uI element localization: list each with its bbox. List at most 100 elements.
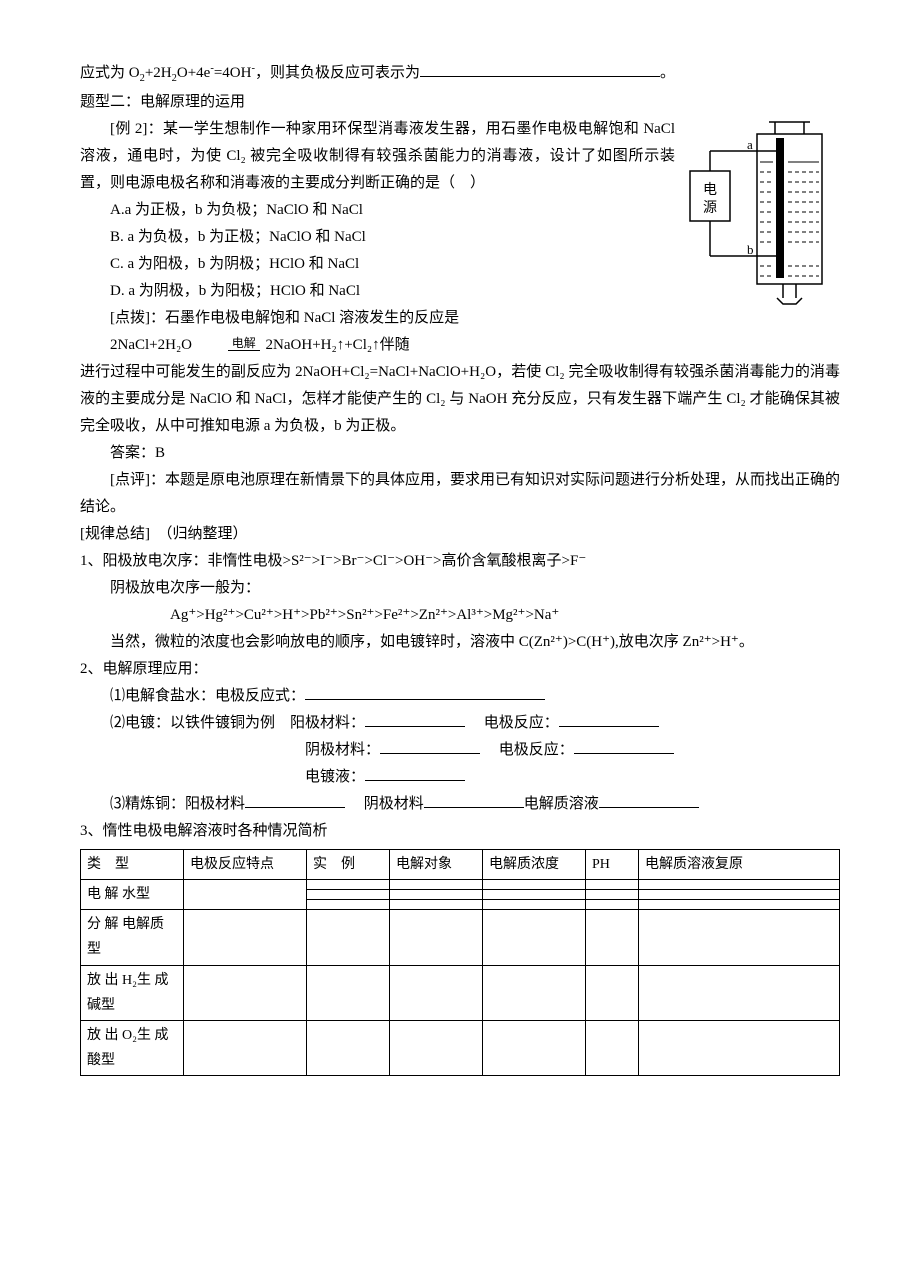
- terminal-a-label: a: [747, 137, 753, 152]
- label: 阴极材料: [364, 796, 424, 812]
- label: 电镀液：: [305, 769, 365, 785]
- fill-blank[interactable]: [424, 792, 524, 808]
- apparatus-diagram: 电 源 a b: [685, 116, 840, 316]
- topic-heading: 题型二：电解原理的运用: [80, 89, 840, 116]
- fill-blank[interactable]: [559, 711, 659, 727]
- text: O+4e: [177, 65, 210, 81]
- cell[interactable]: [307, 1021, 390, 1076]
- cell[interactable]: [184, 1021, 307, 1076]
- table-row: 分 解 电解质型: [81, 910, 840, 965]
- cell[interactable]: [639, 900, 840, 910]
- cell[interactable]: [307, 880, 390, 890]
- rule-3: 3、惰性电极电解溶液时各种情况简析: [80, 818, 840, 845]
- rule-2-2c: 电镀液：: [80, 764, 840, 791]
- comment-line: [点评]：本题是原电池原理在新情景下的具体应用，要求用已有知识对实际问题进行分析…: [80, 467, 840, 521]
- text: 。: [660, 65, 675, 81]
- cell[interactable]: [639, 890, 840, 900]
- cell[interactable]: [390, 900, 483, 910]
- fill-blank[interactable]: [599, 792, 699, 808]
- eq-left: 2NaCl+2H₂O: [110, 337, 192, 353]
- th-restore: 电解质溶液复原: [639, 849, 840, 879]
- label: ⑴电解食盐水：电极反应式：: [110, 688, 305, 704]
- cell[interactable]: [483, 1021, 586, 1076]
- fill-blank[interactable]: [305, 684, 545, 700]
- cell[interactable]: [184, 880, 307, 910]
- power-label-line2: 源: [703, 200, 717, 216]
- cell[interactable]: [586, 890, 639, 900]
- answer-line: 答案：B: [80, 440, 840, 467]
- rule-2-2b: 阴极材料： 电极反应：: [80, 737, 840, 764]
- rule-1c: Ag⁺>Hg²⁺>Cu²⁺>H⁺>Pb²⁺>Sn²⁺>Fe²⁺>Zn²⁺>Al³…: [80, 602, 840, 629]
- eq-right: 2NaOH+H₂↑+Cl₂↑伴随: [266, 337, 410, 353]
- rule-1b: 阴极放电次序一般为：: [80, 575, 840, 602]
- rule-2-3: ⑶精炼铜：阳极材料 阴极材料 电解质溶液: [80, 791, 840, 818]
- cell[interactable]: [390, 1021, 483, 1076]
- fill-blank[interactable]: [574, 738, 674, 754]
- fill-blank[interactable]: [365, 765, 465, 781]
- cell[interactable]: [483, 965, 586, 1020]
- th-object: 电解对象: [390, 849, 483, 879]
- power-label-line1: 电: [703, 182, 717, 198]
- rule-1d: 当然，微粒的浓度也会影响放电的顺序，如电镀锌时，溶液中 C(Zn²⁺)>C(H⁺…: [80, 629, 840, 656]
- fill-blank[interactable]: [245, 792, 345, 808]
- table-header-row: 类 型 电极反应特点 实 例 电解对象 电解质浓度 PH 电解质溶液复原: [81, 849, 840, 879]
- cell[interactable]: [390, 880, 483, 890]
- cell[interactable]: [483, 900, 586, 910]
- table-row: 电 解 水型: [81, 880, 840, 890]
- electrolysis-table: 类 型 电极反应特点 实 例 电解对象 电解质浓度 PH 电解质溶液复原 电 解…: [80, 849, 840, 1077]
- cell-type: 分 解 电解质型: [81, 910, 184, 965]
- cell[interactable]: [639, 910, 840, 965]
- cell[interactable]: [307, 890, 390, 900]
- terminal-b-label: b: [747, 242, 754, 257]
- cell[interactable]: [307, 965, 390, 1020]
- th-type: 类 型: [81, 849, 184, 879]
- cell[interactable]: [390, 965, 483, 1020]
- cell[interactable]: [483, 910, 586, 965]
- fill-blank[interactable]: [420, 61, 660, 77]
- table-row: 放 出 O₂生 成 酸型: [81, 1021, 840, 1076]
- cell[interactable]: [307, 900, 390, 910]
- th-example: 实 例: [307, 849, 390, 879]
- th-feature: 电极反应特点: [184, 849, 307, 879]
- text: ，则其负极反应可表示为: [255, 65, 420, 81]
- cell-type: 放 出 O₂生 成 酸型: [81, 1021, 184, 1076]
- reaction-equation: 2NaCl+2H₂O 电解 2NaOH+H₂↑+Cl₂↑伴随: [80, 332, 840, 359]
- rule-2: 2、电解原理应用：: [80, 656, 840, 683]
- cell[interactable]: [639, 1021, 840, 1076]
- label: ⑵电镀：以铁件镀铜为例 阳极材料：: [110, 715, 365, 731]
- text: +2H: [145, 65, 172, 81]
- cell-type: 电 解 水型: [81, 880, 184, 910]
- cell[interactable]: [639, 880, 840, 890]
- cell[interactable]: [184, 910, 307, 965]
- cell[interactable]: [639, 965, 840, 1020]
- rule-2-2a: ⑵电镀：以铁件镀铜为例 阳极材料： 电极反应：: [80, 710, 840, 737]
- cell[interactable]: [586, 965, 639, 1020]
- rule-1: 1、阳极放电次序：非惰性电极>S²⁻>I⁻>Br⁻>Cl⁻>OH⁻>高价含氧酸根…: [80, 548, 840, 575]
- cell[interactable]: [483, 890, 586, 900]
- th-conc: 电解质浓度: [483, 849, 586, 879]
- cell[interactable]: [586, 910, 639, 965]
- rules-header: [规律总结] （归纳整理）: [80, 521, 840, 548]
- cell[interactable]: [586, 880, 639, 890]
- cell[interactable]: [586, 1021, 639, 1076]
- label: 电极反应：: [484, 715, 559, 731]
- rule-2-1: ⑴电解食盐水：电极反应式：: [80, 683, 840, 710]
- label: 阴极材料：: [305, 742, 380, 758]
- cell[interactable]: [390, 910, 483, 965]
- table-row: 放 出 H₂生 成 碱型: [81, 965, 840, 1020]
- reaction-arrow: 电解: [198, 332, 260, 359]
- cell[interactable]: [184, 965, 307, 1020]
- cell[interactable]: [586, 900, 639, 910]
- label: 电解质溶液: [524, 796, 599, 812]
- cell[interactable]: [307, 910, 390, 965]
- th-ph: PH: [586, 849, 639, 879]
- fill-blank[interactable]: [380, 738, 480, 754]
- cell[interactable]: [483, 880, 586, 890]
- text: 应式为 O: [80, 65, 140, 81]
- fill-blank[interactable]: [365, 711, 465, 727]
- label: 电极反应：: [499, 742, 574, 758]
- cell-type: 放 出 H₂生 成 碱型: [81, 965, 184, 1020]
- label: ⑶精炼铜：阳极材料: [110, 796, 245, 812]
- hint-body: 进行过程中可能发生的副反应为 2NaOH+Cl₂=NaCl+NaClO+H₂O，…: [80, 359, 840, 440]
- cell[interactable]: [390, 890, 483, 900]
